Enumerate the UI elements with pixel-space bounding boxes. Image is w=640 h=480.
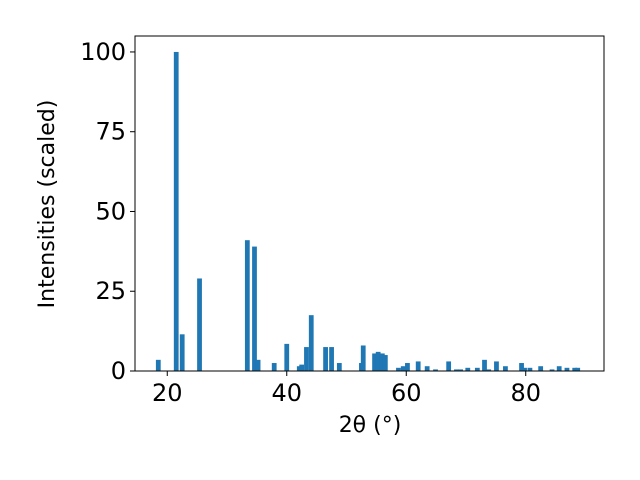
bar: [549, 369, 555, 371]
bar: [308, 315, 314, 371]
bar: [271, 363, 277, 371]
y-tick-label: 50: [95, 197, 126, 225]
bar: [396, 367, 401, 371]
bar: [400, 366, 406, 371]
bar: [405, 363, 410, 371]
bar: [372, 353, 377, 371]
bar: [360, 345, 366, 371]
bar: [538, 366, 544, 371]
bar: [446, 361, 452, 371]
bar: [173, 51, 179, 371]
bar: [155, 359, 161, 371]
bar: [323, 347, 328, 371]
bar: [252, 246, 257, 371]
x-tick-label: 40: [271, 379, 302, 407]
plot-frame: [134, 35, 605, 372]
bar: [244, 240, 250, 371]
y-tick-label: 25: [95, 277, 126, 305]
bar: [415, 361, 421, 371]
bar: [454, 369, 459, 371]
x-tick-label: 80: [510, 379, 541, 407]
x-tick-label: 20: [152, 379, 183, 407]
bar: [465, 367, 471, 371]
bar: [329, 347, 334, 371]
bar: [179, 334, 185, 371]
bar: [304, 347, 309, 371]
bar: [458, 369, 464, 371]
y-tick-label: 100: [80, 38, 126, 66]
bar: [255, 359, 261, 371]
bar: [486, 369, 492, 371]
bar: [564, 367, 570, 371]
bar: [382, 355, 388, 371]
bar: [197, 278, 202, 371]
bar: [575, 367, 581, 371]
bar: [527, 367, 533, 371]
y-tick-label: 0: [111, 357, 126, 385]
y-tick-label: 75: [95, 118, 126, 146]
bar: [503, 366, 508, 371]
bar: [424, 366, 430, 371]
bar: [379, 353, 385, 371]
bar: [433, 369, 438, 371]
bar: [482, 359, 487, 371]
bar: [494, 361, 499, 371]
bar: [299, 364, 305, 371]
bar: [519, 363, 524, 371]
bar: [572, 367, 578, 371]
x-axis-label: 2θ (°): [339, 413, 402, 438]
x-tick-label: 60: [391, 379, 422, 407]
bar: [375, 351, 381, 371]
bar: [284, 343, 290, 371]
bar: [522, 367, 527, 371]
bar: [556, 366, 562, 371]
bar: [336, 363, 342, 371]
bar: [474, 367, 480, 371]
y-axis-label: Intensities (scaled): [35, 100, 60, 309]
